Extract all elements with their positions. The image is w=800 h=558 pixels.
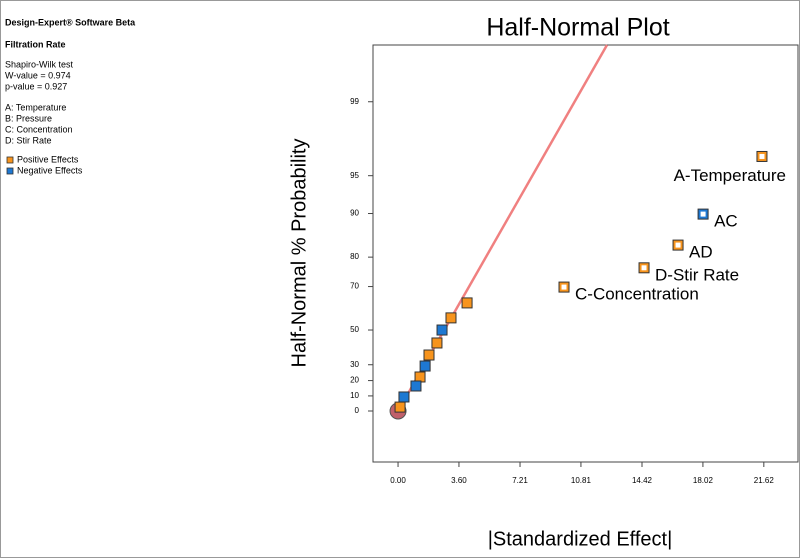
y-tick-label: 30 [350,360,359,369]
point [423,349,435,361]
y-tick-label: 10 [350,391,359,400]
x-tick-label: 3.60 [451,476,467,485]
point [445,312,457,324]
point [394,401,406,413]
x-tick-label: 14.42 [632,476,653,485]
point-label: AD [689,243,713,262]
x-tick-label: 10.81 [571,476,592,485]
point-inner [561,284,567,290]
y-tick-label: 70 [350,282,359,291]
x-tick-label: 21.62 [754,476,775,485]
legend-swatch [6,156,14,164]
factor: A: Temperature [5,102,66,112]
point-inner [641,265,647,271]
y-tick-label: 99 [350,97,359,106]
point-label: A-Temperature [674,166,786,185]
legend-label: Negative Effects [17,165,83,175]
x-tick-label: 18.02 [693,476,714,485]
factor: C: Concentration [5,124,73,134]
point-inner [700,211,706,217]
point [419,360,431,372]
point [398,391,410,403]
y-tick-label: 95 [350,171,359,180]
factor: D: Stir Rate [5,135,52,145]
x-tick-label: 0.00 [390,476,406,485]
y-tick-label: 0 [355,406,360,415]
response-name: Filtration Rate [5,39,66,49]
point [410,380,422,392]
point [431,337,443,349]
software-name: Design-Expert® Software Beta [5,17,136,27]
point-label: D-Stir Rate [655,265,739,284]
chart-title: Half-Normal Plot [486,14,669,42]
x-axis-label: |Standardized Effect| [488,528,673,550]
point-inner [675,242,681,248]
y-tick-label: 50 [350,325,359,334]
point-inner [759,153,765,159]
legend-swatch [6,167,14,175]
y-tick-label: 20 [350,376,359,385]
y-tick-label: 80 [350,252,359,261]
y-axis-label: Half-Normal % Probability [288,139,310,368]
point-label: C-Concentration [575,285,699,304]
x-tick-label: 7.21 [512,476,528,485]
legend-label: Positive Effects [17,154,79,164]
test-name: Shapiro-Wilk test [5,59,74,69]
p-value: p-value = 0.927 [5,81,67,91]
point [461,297,473,309]
point [436,324,448,336]
point-label: AC [714,212,738,231]
factor: B: Pressure [5,113,52,123]
y-tick-label: 90 [350,209,359,218]
w-value: W-value = 0.974 [5,70,71,80]
plot-frame [372,44,799,463]
